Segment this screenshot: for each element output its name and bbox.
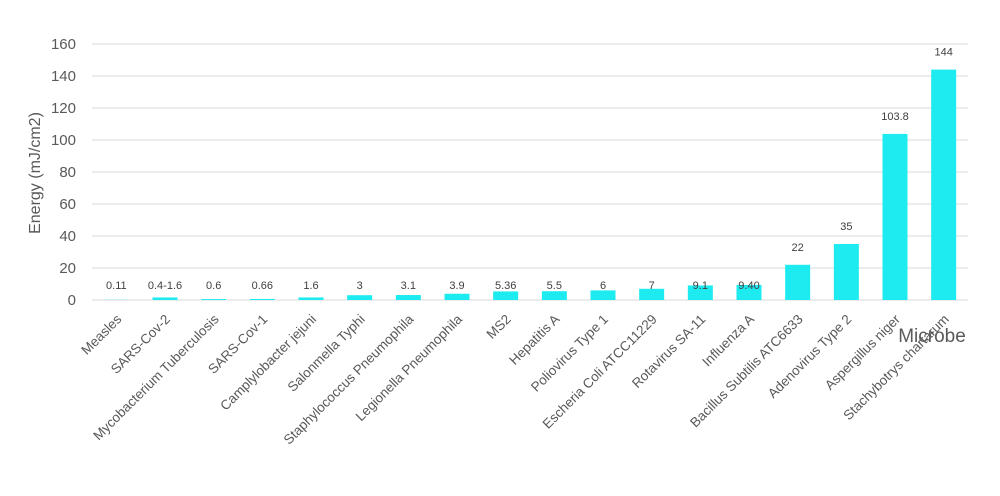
category-label: MS2	[484, 312, 514, 342]
data-label: 35	[840, 221, 852, 233]
data-label: 144	[934, 47, 952, 59]
bar	[687, 285, 713, 300]
data-label: 3.1	[401, 280, 416, 292]
bar	[785, 264, 811, 300]
category-label: Adenovirus Type 2	[765, 312, 855, 402]
y-axis-title: Energy (mJ/cm2)	[27, 112, 44, 234]
y-tick-label: 140	[51, 68, 76, 85]
bars	[103, 69, 957, 300]
y-tick-label: 60	[59, 196, 76, 213]
data-label: 0.66	[252, 280, 273, 292]
category-label: Measles	[78, 311, 124, 357]
data-label: 103.8	[881, 111, 909, 123]
y-tick-label: 120	[51, 100, 76, 117]
data-label: 0.11	[106, 280, 127, 292]
bar	[493, 291, 519, 300]
bar	[736, 284, 762, 300]
gridlines	[92, 43, 968, 301]
data-label: 6	[600, 280, 606, 292]
data-label: 5.5	[547, 280, 562, 292]
data-label: 3	[357, 280, 363, 292]
data-labels: 0.11 0.4-1.6 0.6 0.66 1.6 3 3.1 3.9 5.36 5.5 6 7 9.1…	[106, 47, 953, 292]
y-tick-label: 0	[68, 292, 76, 309]
data-label: 0.6	[206, 280, 221, 292]
y-tick-label: 80	[59, 164, 76, 181]
y-tick-label: 40	[59, 228, 76, 245]
data-label: 9.40	[738, 280, 759, 292]
bar	[931, 69, 957, 300]
bar	[152, 297, 178, 300]
data-label: 1.6	[303, 280, 318, 292]
data-label: 5.36	[495, 280, 516, 292]
bar	[298, 297, 324, 300]
bar	[541, 291, 567, 300]
y-tick-label: 20	[59, 260, 76, 277]
data-label: 0.4-1.6	[148, 280, 182, 292]
data-label: 9.1	[693, 280, 708, 292]
x-axis-title: Microbe	[898, 326, 966, 347]
bar	[833, 244, 859, 300]
y-axis-ticks: 0 20 40 60 80 100 120 140 160	[51, 36, 76, 309]
bar	[639, 288, 665, 300]
bar	[395, 295, 421, 300]
bar	[249, 298, 275, 300]
data-label: 3.9	[449, 280, 464, 292]
bar	[882, 133, 908, 300]
y-tick-label: 100	[51, 132, 76, 149]
bar	[590, 290, 616, 300]
y-tick-label: 160	[51, 36, 76, 53]
category-label: Camplylobacter jejuni	[217, 312, 319, 414]
bar	[201, 299, 227, 300]
data-label: 22	[792, 242, 804, 254]
bar	[444, 293, 470, 300]
bar	[347, 295, 373, 300]
data-label: 7	[649, 280, 655, 292]
